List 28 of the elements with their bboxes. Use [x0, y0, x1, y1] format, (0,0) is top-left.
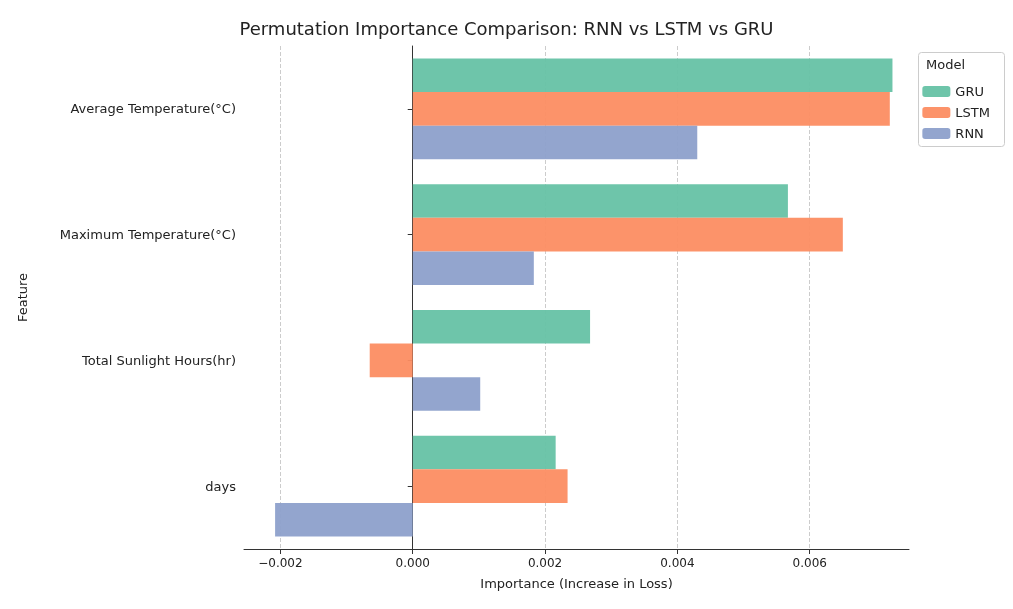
y-tick-label: Maximum Temperature(°C) — [59, 227, 236, 243]
y-tick-label: days — [205, 478, 237, 494]
bar — [412, 217, 843, 252]
y-tick-label: Total Sunlight Hours(hr) — [81, 352, 236, 368]
x-tick-label: 0.004 — [660, 556, 695, 570]
x-tick-label: 0.006 — [792, 556, 827, 570]
x-tick-label: −0.002 — [258, 556, 303, 570]
legend-label: RNN — [955, 126, 984, 141]
x-axis-title: Importance (Increase in Loss) — [480, 576, 673, 591]
bar — [412, 184, 788, 218]
bar — [275, 502, 413, 537]
legend-label: LSTM — [955, 105, 990, 120]
y-axis-title: Feature — [15, 272, 30, 323]
x-tick-label: 0.002 — [527, 556, 563, 570]
bar — [412, 435, 556, 470]
chart-title: Permutation Importance Comparison: RNN vs LSTM vs GRU — [239, 17, 774, 39]
y-tick-label: Average Temperature(°C) — [70, 101, 236, 117]
legend-title: Model — [925, 57, 966, 72]
bar — [412, 92, 890, 126]
bar — [412, 310, 591, 344]
bar — [412, 125, 698, 160]
bar — [412, 377, 481, 411]
bar — [412, 469, 568, 503]
bar — [412, 251, 534, 285]
x-tick-label: 0.000 — [395, 556, 430, 570]
bar — [412, 58, 893, 93]
bar — [369, 343, 413, 378]
legend-label: GRU — [955, 84, 984, 99]
